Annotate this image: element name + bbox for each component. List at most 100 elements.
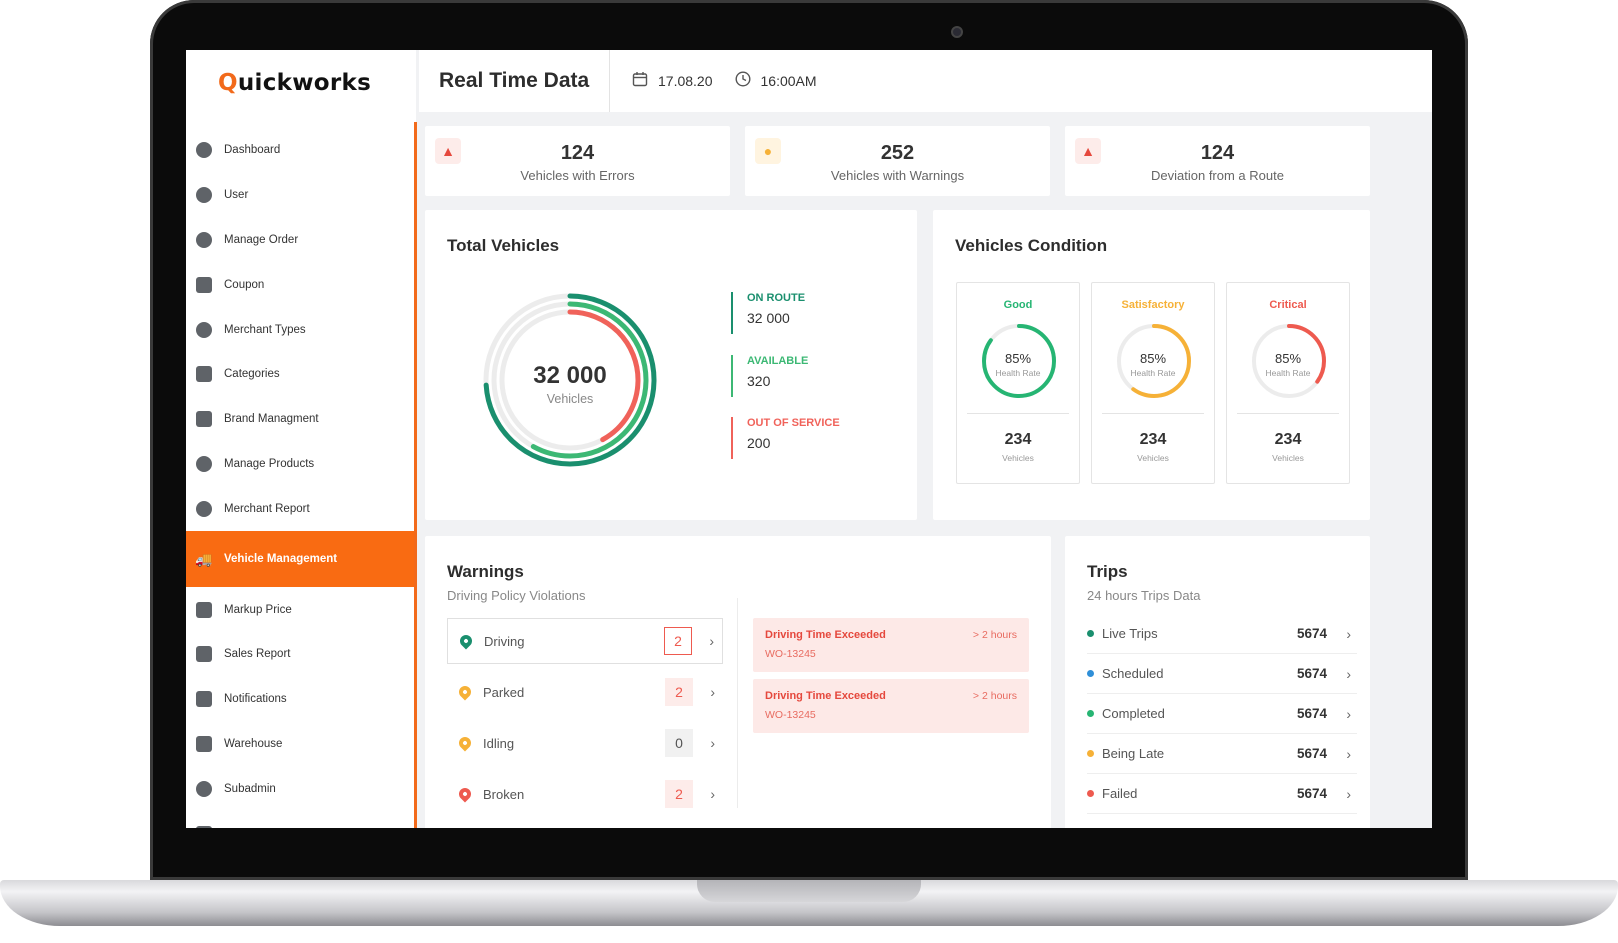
categories-icon xyxy=(196,366,212,383)
warning-alert-card[interactable]: Driving Time Exceeded > 2 hours WO-13245 xyxy=(753,679,1029,733)
stat-card-errors[interactable]: ▲ 124 Vehicles with Errors xyxy=(425,126,730,196)
sidebar-item-vehicle-management[interactable]: 🚚 Vehicle Management xyxy=(186,531,416,588)
map-pin-icon xyxy=(457,632,475,650)
sidebar-item-label: User xyxy=(224,189,249,202)
total-vehicles-card: Total Vehicles 32 000 Vehicles ON ROUTE … xyxy=(425,210,917,520)
subadmin-icon xyxy=(196,780,212,797)
sidebar-item-coupon[interactable]: Coupon xyxy=(186,262,416,307)
condition-label: Good xyxy=(1003,299,1033,311)
sidebar-item-brand-managment[interactable]: Brand Managment xyxy=(186,397,416,442)
warning-alert-card[interactable]: Driving Time Exceeded > 2 hours WO-13245 xyxy=(753,618,1029,672)
report-icon xyxy=(196,500,212,517)
trip-row-completed[interactable]: Completed 5674 › xyxy=(1087,694,1357,734)
condition-gauge-arc xyxy=(1252,324,1326,398)
stat-card-warnings[interactable]: ● 252 Vehicles with Warnings xyxy=(745,126,1050,196)
trip-row-being-late[interactable]: Being Late 5674 › xyxy=(1087,734,1357,774)
chevron-right-icon: › xyxy=(710,684,715,700)
chevron-right-icon: › xyxy=(1346,785,1351,802)
time-text: 16:00AM xyxy=(760,73,817,89)
status-dot xyxy=(1087,670,1094,677)
condition-count: 234 xyxy=(1004,431,1032,448)
trip-row-live-trips[interactable]: Live Trips 5674 › xyxy=(1087,614,1357,654)
bell-icon xyxy=(196,691,212,708)
warning-row-parked[interactable]: Parked 2 › xyxy=(447,669,723,715)
card-subtitle: Driving Policy Violations xyxy=(447,588,586,603)
card-subtitle: 24 hours Trips Data xyxy=(1087,588,1201,603)
stat-value: 252 xyxy=(880,142,915,164)
sidebar-item-label: Notifications xyxy=(224,693,287,706)
sidebar-item-label: Brand Managment xyxy=(224,413,319,426)
stat-card-deviation[interactable]: ▲ 124 Deviation from a Route xyxy=(1065,126,1370,196)
warning-row-driving[interactable]: Driving 2 › xyxy=(447,618,723,664)
sidebar-item-markup-price[interactable]: Markup Price xyxy=(186,587,416,632)
map-pin-icon xyxy=(456,785,474,803)
warehouse-icon xyxy=(196,735,212,752)
dashboard-icon xyxy=(196,142,212,159)
condition-gauge xyxy=(1117,324,1191,398)
warning-triangle-icon: ▲ xyxy=(1075,138,1101,164)
warning-triangle-icon: ▲ xyxy=(435,138,461,164)
warnings-divider xyxy=(737,598,738,808)
trip-row-scheduled[interactable]: Scheduled 5674 › xyxy=(1087,654,1357,694)
warning-row-idling[interactable]: Idling 0 › xyxy=(447,720,723,766)
cart-icon xyxy=(196,231,212,248)
chevron-right-icon: › xyxy=(1346,625,1351,642)
card-title: Total Vehicles xyxy=(447,236,560,255)
sidebar-item-warehouse[interactable]: Warehouse xyxy=(186,722,416,767)
trip-row-label: Failed xyxy=(1102,786,1138,801)
condition-percent: 85% xyxy=(1004,351,1032,366)
user-icon xyxy=(196,187,212,204)
chevron-right-icon: › xyxy=(710,786,715,802)
sidebar-item-sales-report[interactable]: Sales Report xyxy=(186,632,416,677)
card-title: Vehicles Condition xyxy=(955,236,1108,255)
trip-row-label: Being Late xyxy=(1102,746,1165,761)
sidebar-item-merchant-report[interactable]: Merchant Report xyxy=(186,486,416,531)
sidebar: Quickworks Dashboard User Manage Order Coup… xyxy=(186,50,416,828)
products-icon xyxy=(196,455,212,472)
donut-center-value: 32 000 xyxy=(533,362,607,389)
trip-row-label: Live Trips xyxy=(1102,626,1158,641)
sidebar-item-manage-products[interactable]: Manage Products xyxy=(186,442,416,487)
stat-value: 124 xyxy=(1200,142,1235,164)
sidebar-item-label: Categories xyxy=(224,368,280,381)
donut-arc-available xyxy=(491,301,649,459)
condition-unit: Vehicles xyxy=(1002,453,1034,463)
sidebar-item-categories[interactable]: Categories xyxy=(186,352,416,397)
sidebar-item-label: Warehouse xyxy=(224,737,283,750)
condition-box-good[interactable]: Good 85% Health Rate 234 Vehicles xyxy=(956,282,1080,484)
sidebar-item-user[interactable]: User xyxy=(186,173,416,218)
warning-count-badge: 2 xyxy=(665,678,693,706)
sidebar-item-merchant-types[interactable]: Merchant Types xyxy=(186,307,416,352)
condition-sublabel: Health Rate xyxy=(1265,368,1311,378)
sidebar-item-label: Manage Order xyxy=(224,233,299,246)
sidebar-item-dashboard[interactable]: Dashboard xyxy=(186,128,416,173)
trip-row-value: 5674 xyxy=(1296,746,1327,761)
trip-row-failed[interactable]: Failed 5674 › xyxy=(1087,774,1357,814)
sidebar-item-label: Dashboard xyxy=(224,144,281,157)
alert-duration: > 2 hours xyxy=(972,690,1017,702)
condition-box-satisfactory[interactable]: Satisfactory 85% Health Rate 234 Vehicles xyxy=(1091,282,1215,484)
condition-gauge xyxy=(982,324,1056,398)
date-display: 17.08.20 xyxy=(632,71,713,92)
warning-row-label: Idling xyxy=(483,735,515,751)
sidebar-item-customer-support[interactable]: Customer Support xyxy=(186,811,416,828)
total-vehicles-donut xyxy=(483,293,657,467)
condition-percent: 85% xyxy=(1274,351,1302,366)
sidebar-item-subadmin[interactable]: Subadmin xyxy=(186,766,416,811)
donut-arc-on-route xyxy=(483,293,657,467)
stat-label: Vehicles with Warnings xyxy=(830,168,965,183)
sidebar-item-notifications[interactable]: Notifications xyxy=(186,677,416,722)
sidebar-item-manage-order[interactable]: Manage Order xyxy=(186,218,416,263)
app-logo[interactable]: Quickworks xyxy=(218,70,372,96)
status-dot xyxy=(1087,790,1094,797)
brand-icon xyxy=(196,411,212,428)
warning-row-broken[interactable]: Broken 2 › xyxy=(447,771,723,817)
chevron-right-icon: › xyxy=(710,735,715,751)
legend-name: AVAILABLE xyxy=(747,355,809,367)
map-pin-icon xyxy=(456,683,474,701)
legend-value: 320 xyxy=(747,373,771,389)
condition-box-critical[interactable]: Critical 85% Health Rate 234 Vehicles xyxy=(1226,282,1350,484)
sidebar-item-label: Subadmin xyxy=(224,782,276,795)
warning-count-badge: 0 xyxy=(665,729,693,757)
